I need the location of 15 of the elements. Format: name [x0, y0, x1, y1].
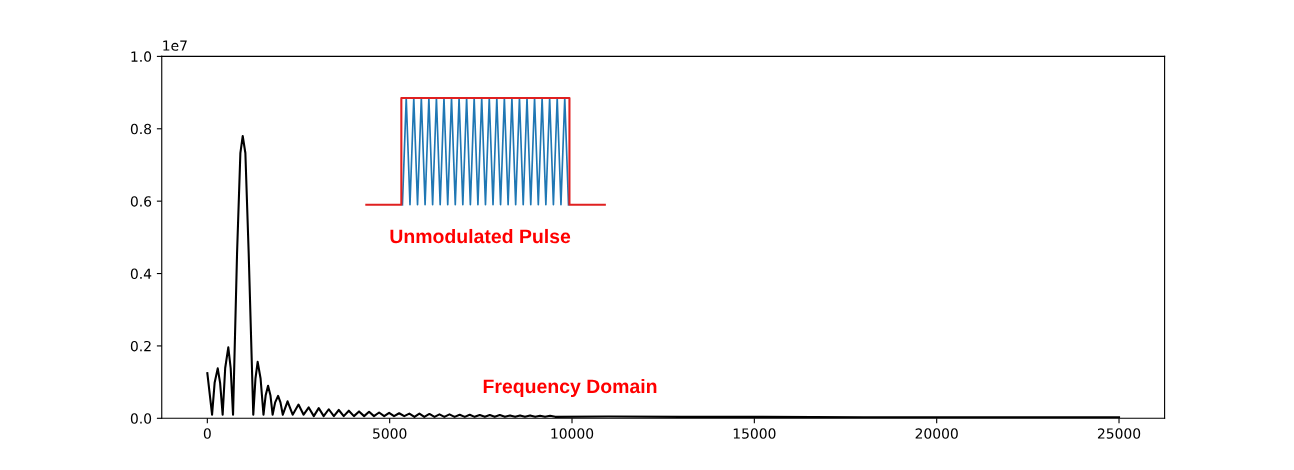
y-tick-label: 0.6	[130, 196, 152, 207]
y-tick-label: 0.0	[130, 413, 152, 424]
annotation: Unmodulated Pulse	[390, 228, 571, 244]
x-tick-label: 20000	[915, 428, 958, 439]
y-tick-label: 0.2	[130, 340, 151, 352]
y-tick-label: 0.8	[130, 123, 152, 135]
y-tick-label: 0.4	[130, 268, 152, 280]
y-tick-label: 1.0	[131, 51, 152, 62]
x-tick-label: 5000	[373, 428, 407, 439]
x-tick-label: 15000	[733, 428, 776, 439]
x-tick-label: 25000	[1097, 428, 1141, 439]
x-tick-label: 0	[203, 428, 211, 439]
text: 1e7	[163, 40, 187, 51]
annotation: Frequency Domain	[483, 378, 657, 398]
x-tick-label: 10000	[551, 428, 594, 439]
